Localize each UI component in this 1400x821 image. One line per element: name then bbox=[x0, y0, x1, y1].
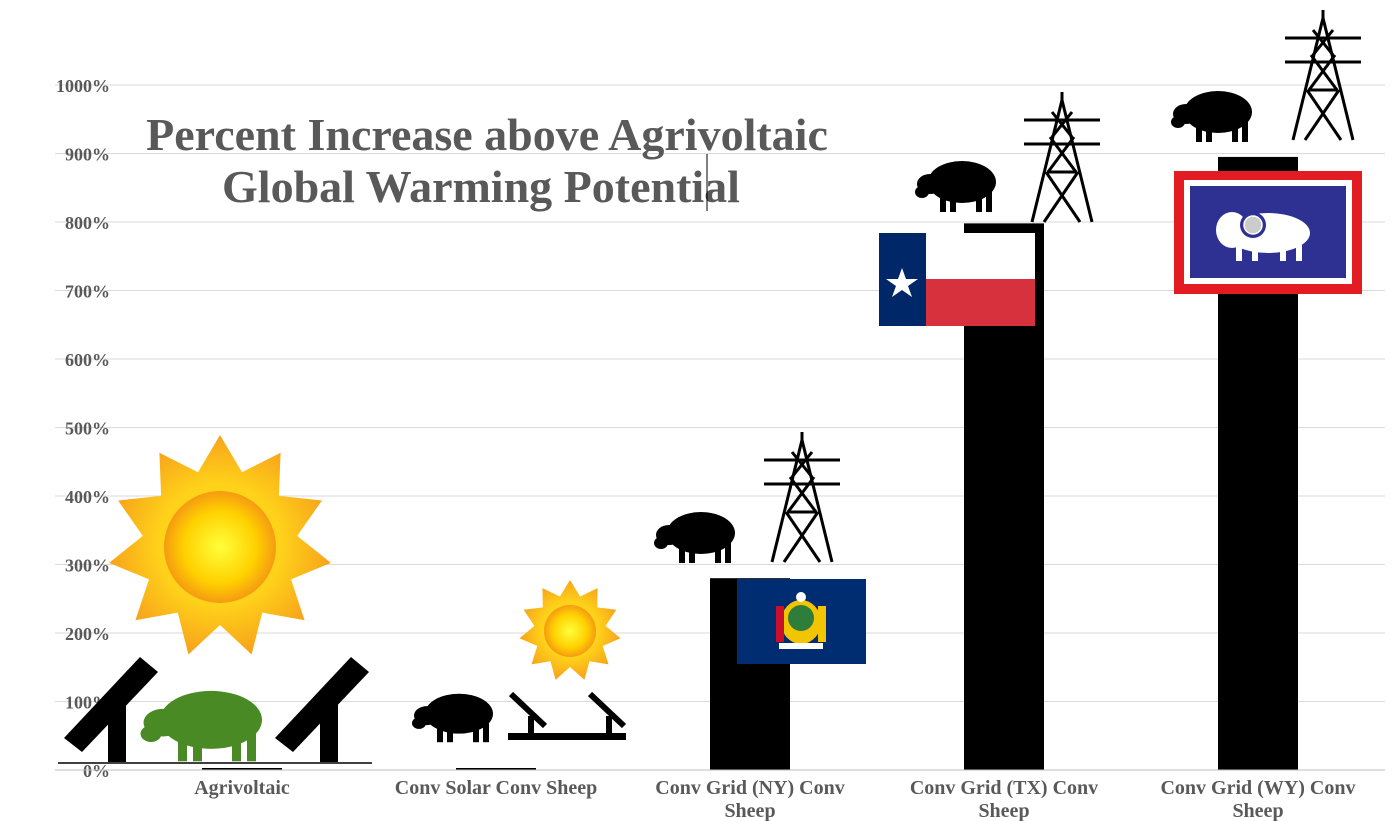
y-tick-label: 0% bbox=[83, 761, 110, 781]
transmission-tower-icon bbox=[1022, 90, 1102, 224]
y-tick-label: 700% bbox=[65, 282, 110, 302]
bar bbox=[456, 768, 536, 770]
x-category-label: Conv Grid (TX) Conv bbox=[910, 777, 1098, 799]
x-category-label: Conv Grid (NY) Conv bbox=[655, 777, 844, 799]
solar-panel-icon bbox=[64, 657, 158, 762]
x-category-label: Sheep bbox=[1232, 800, 1283, 821]
chart-title-line-2: Global Warming Potential bbox=[222, 161, 740, 212]
y-axis-tick-labels: 0%100%200%300%400%500%600%700%800%900%10… bbox=[56, 76, 110, 781]
sun-icon bbox=[109, 435, 331, 655]
x-category-label: Agrivoltaic bbox=[194, 777, 290, 799]
new-york-flag-icon bbox=[737, 579, 866, 664]
solar-panel-icon bbox=[508, 691, 627, 740]
sheep-icon bbox=[1171, 91, 1252, 142]
sheep-icon bbox=[915, 161, 996, 212]
transmission-tower-icon bbox=[762, 430, 842, 564]
x-category-label: Sheep bbox=[978, 800, 1029, 821]
transmission-tower-icon bbox=[1283, 8, 1363, 142]
chart-title-line-1: Percent Increase above Agrivoltaic bbox=[146, 109, 828, 160]
bars bbox=[202, 156, 1298, 771]
y-tick-label: 600% bbox=[65, 350, 110, 370]
bar bbox=[202, 768, 282, 770]
sun-icon bbox=[519, 580, 621, 680]
texas-flag-icon bbox=[879, 233, 1035, 326]
solar-panel-icon bbox=[275, 657, 369, 762]
y-tick-label: 200% bbox=[65, 624, 110, 644]
y-tick-label: 1000% bbox=[56, 76, 110, 96]
y-tick-label: 500% bbox=[65, 419, 110, 439]
y-tick-label: 900% bbox=[65, 145, 110, 165]
y-tick-label: 400% bbox=[65, 487, 110, 507]
y-tick-label: 300% bbox=[65, 556, 110, 576]
sheep-icon bbox=[654, 512, 735, 563]
x-category-label: Conv Grid (WY) Conv bbox=[1160, 777, 1355, 799]
x-axis-category-labels: Agrivoltaic Conv Solar Conv Sheep Conv Gri… bbox=[194, 777, 1355, 821]
x-category-label: Sheep bbox=[724, 800, 775, 821]
x-category-label: Conv Solar Conv Sheep bbox=[395, 777, 597, 799]
y-tick-label: 800% bbox=[65, 213, 110, 233]
gridlines bbox=[55, 84, 1385, 771]
wyoming-flag-icon bbox=[1174, 171, 1362, 294]
